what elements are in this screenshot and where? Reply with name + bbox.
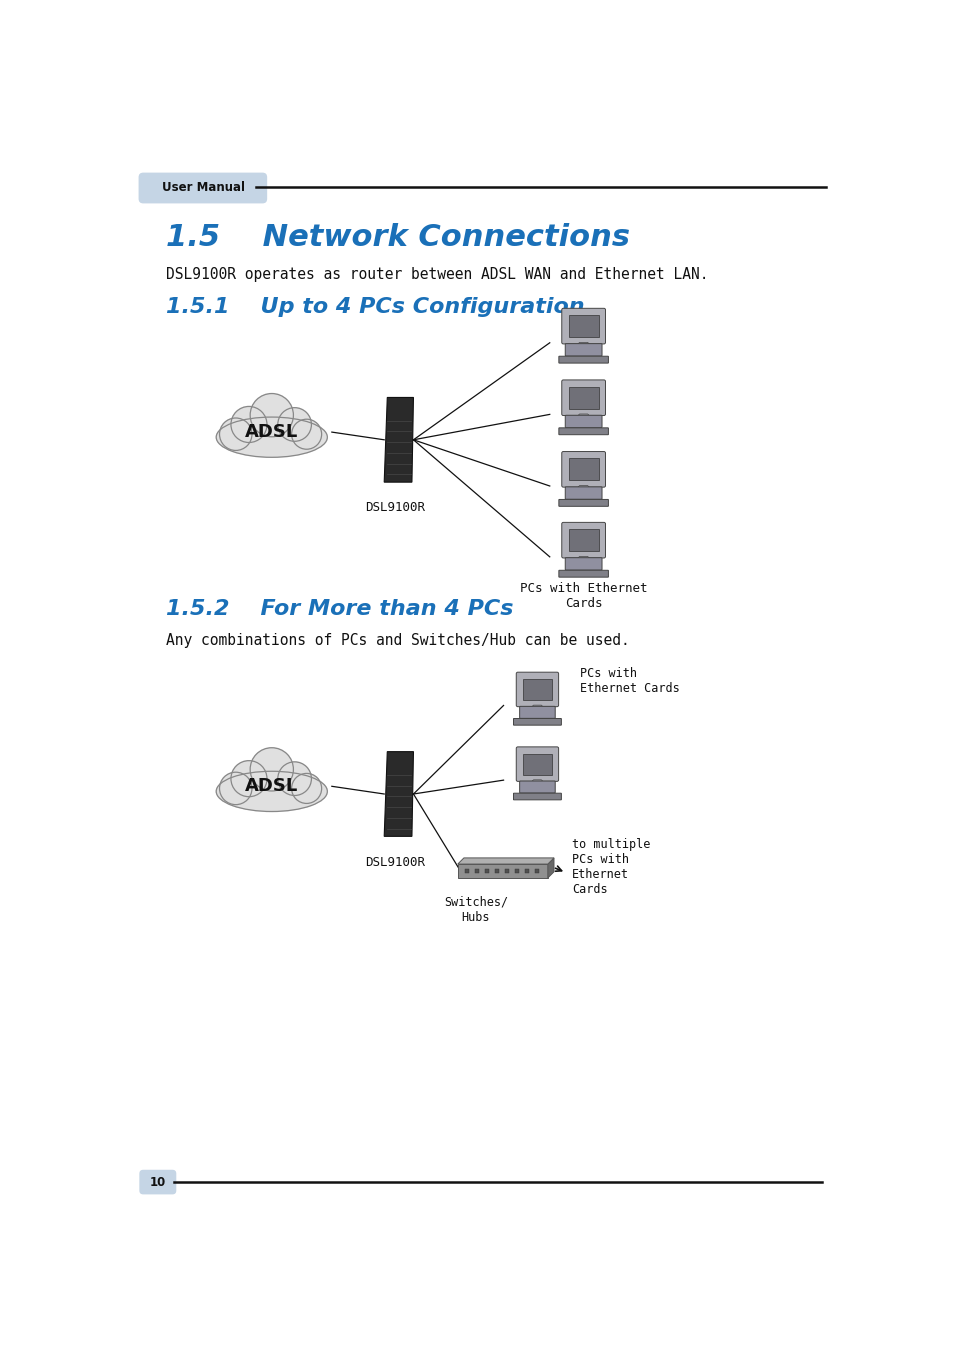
FancyBboxPatch shape [568,458,598,480]
Polygon shape [577,415,589,416]
Circle shape [277,762,311,795]
Text: Switches/
Hubs: Switches/ Hubs [443,896,507,924]
FancyBboxPatch shape [561,379,605,416]
FancyBboxPatch shape [565,486,601,499]
Text: User Manual: User Manual [162,180,245,194]
FancyBboxPatch shape [519,780,555,793]
Ellipse shape [216,417,327,457]
FancyBboxPatch shape [565,415,601,428]
FancyBboxPatch shape [515,870,518,874]
FancyBboxPatch shape [495,870,498,874]
Polygon shape [457,858,554,864]
FancyBboxPatch shape [513,793,560,799]
FancyBboxPatch shape [568,316,598,337]
FancyBboxPatch shape [524,870,529,874]
Text: 1.5    Network Connections: 1.5 Network Connections [166,222,630,252]
FancyBboxPatch shape [484,870,489,874]
FancyBboxPatch shape [457,864,547,878]
FancyBboxPatch shape [475,870,478,874]
Text: PCs with
Ethernet Cards: PCs with Ethernet Cards [579,667,679,695]
Circle shape [277,408,311,442]
FancyBboxPatch shape [464,870,469,874]
FancyBboxPatch shape [535,870,538,874]
Text: PCs with Ethernet
Cards: PCs with Ethernet Cards [519,583,647,610]
FancyBboxPatch shape [568,388,598,409]
FancyBboxPatch shape [561,523,605,558]
Circle shape [219,772,252,805]
Polygon shape [384,752,413,836]
Polygon shape [577,557,589,558]
FancyBboxPatch shape [516,672,558,707]
FancyBboxPatch shape [565,558,601,570]
Polygon shape [577,485,589,488]
Circle shape [250,393,294,436]
Polygon shape [547,858,554,878]
FancyBboxPatch shape [561,451,605,488]
FancyBboxPatch shape [558,570,608,577]
FancyBboxPatch shape [558,428,608,435]
FancyBboxPatch shape [139,1169,176,1194]
FancyBboxPatch shape [513,718,560,725]
FancyBboxPatch shape [561,309,605,344]
FancyBboxPatch shape [565,344,601,356]
FancyBboxPatch shape [558,500,608,507]
Polygon shape [577,343,589,344]
Circle shape [292,774,321,804]
FancyBboxPatch shape [522,679,551,701]
Polygon shape [531,705,543,707]
Text: DSL9100R operates as router between ADSL WAN and Ethernet LAN.: DSL9100R operates as router between ADSL… [166,267,708,282]
Circle shape [250,748,294,791]
Circle shape [231,406,267,443]
Text: ADSL: ADSL [245,423,298,442]
FancyBboxPatch shape [558,356,608,363]
Text: ADSL: ADSL [245,778,298,795]
Text: to multiple
PCs with
Ethernet
Cards: to multiple PCs with Ethernet Cards [572,839,650,896]
Text: DSL9100R: DSL9100R [365,855,424,869]
Polygon shape [384,397,413,482]
Polygon shape [531,780,543,782]
Circle shape [292,419,321,450]
Text: Any combinations of PCs and Switches/Hub can be used.: Any combinations of PCs and Switches/Hub… [166,633,629,648]
FancyBboxPatch shape [519,706,555,718]
Ellipse shape [216,771,327,812]
FancyBboxPatch shape [522,753,551,775]
Circle shape [231,760,267,797]
FancyBboxPatch shape [504,870,509,874]
Text: 10: 10 [150,1176,166,1188]
FancyBboxPatch shape [138,172,267,203]
Text: 1.5.1    Up to 4 PCs Configuration: 1.5.1 Up to 4 PCs Configuration [166,297,584,317]
FancyBboxPatch shape [516,747,558,782]
Text: 1.5.2    For More than 4 PCs: 1.5.2 For More than 4 PCs [166,599,514,619]
FancyBboxPatch shape [568,530,598,551]
Text: DSL9100R: DSL9100R [365,501,424,515]
Circle shape [219,417,252,450]
